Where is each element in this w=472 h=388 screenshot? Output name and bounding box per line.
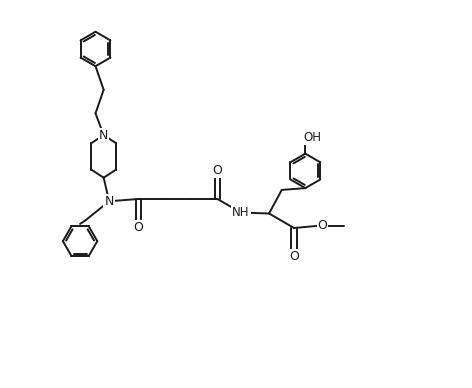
Text: N: N xyxy=(104,195,114,208)
Text: O: O xyxy=(212,165,222,177)
Text: O: O xyxy=(134,221,143,234)
Text: N: N xyxy=(99,128,109,142)
Text: O: O xyxy=(318,219,328,232)
Text: NH: NH xyxy=(232,206,250,219)
Text: OH: OH xyxy=(303,131,321,144)
Text: O: O xyxy=(289,249,299,263)
